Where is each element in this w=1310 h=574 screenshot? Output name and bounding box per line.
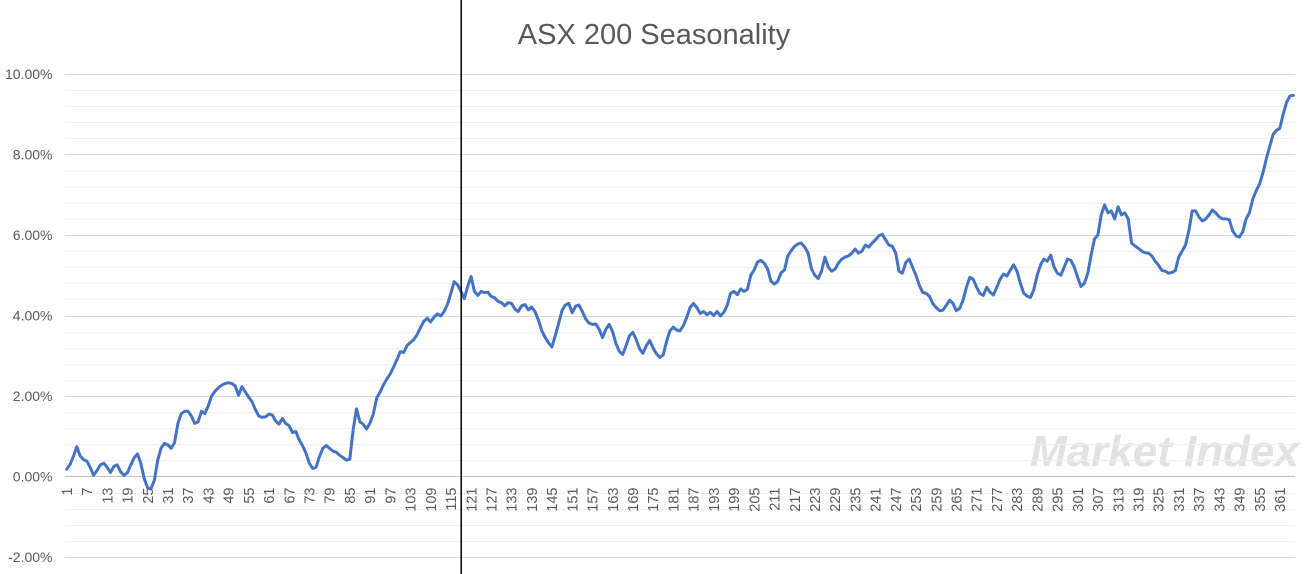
- svg-text:19: 19: [121, 488, 137, 504]
- svg-text:55: 55: [242, 488, 258, 504]
- svg-text:271: 271: [970, 488, 986, 512]
- svg-text:319: 319: [1132, 488, 1148, 512]
- svg-text:235: 235: [848, 488, 864, 512]
- svg-text:223: 223: [808, 488, 824, 512]
- svg-text:259: 259: [929, 488, 945, 512]
- svg-text:37: 37: [181, 488, 197, 504]
- svg-text:49: 49: [222, 488, 238, 504]
- svg-text:4.00%: 4.00%: [13, 308, 53, 324]
- svg-text:301: 301: [1071, 488, 1087, 512]
- svg-text:205: 205: [747, 488, 763, 512]
- svg-text:175: 175: [646, 488, 662, 512]
- svg-text:295: 295: [1051, 488, 1067, 512]
- svg-text:133: 133: [505, 488, 521, 512]
- svg-text:193: 193: [707, 488, 723, 512]
- svg-text:253: 253: [909, 488, 925, 512]
- svg-text:61: 61: [262, 488, 278, 504]
- svg-text:31: 31: [161, 488, 177, 504]
- svg-text:151: 151: [565, 488, 581, 512]
- svg-text:349: 349: [1233, 488, 1249, 512]
- svg-text:325: 325: [1152, 488, 1168, 512]
- svg-text:307: 307: [1091, 488, 1107, 512]
- svg-text:355: 355: [1253, 488, 1269, 512]
- svg-text:6.00%: 6.00%: [13, 227, 53, 243]
- svg-text:277: 277: [990, 488, 1006, 512]
- svg-text:79: 79: [323, 488, 339, 504]
- svg-text:169: 169: [626, 488, 642, 512]
- svg-text:85: 85: [343, 488, 359, 504]
- svg-text:8.00%: 8.00%: [13, 147, 53, 163]
- svg-text:361: 361: [1273, 488, 1289, 512]
- svg-text:199: 199: [727, 488, 743, 512]
- svg-text:10.00%: 10.00%: [5, 66, 52, 82]
- svg-text:115: 115: [444, 488, 460, 511]
- svg-text:337: 337: [1192, 488, 1208, 512]
- svg-text:241: 241: [869, 488, 885, 512]
- svg-text:109: 109: [424, 488, 440, 512]
- svg-text:73: 73: [303, 488, 319, 504]
- svg-text:103: 103: [404, 488, 420, 512]
- svg-text:25: 25: [141, 488, 157, 504]
- svg-text:145: 145: [545, 488, 561, 512]
- svg-text:265: 265: [950, 488, 966, 512]
- svg-text:121: 121: [464, 488, 480, 512]
- svg-text:313: 313: [1111, 488, 1127, 512]
- svg-text:-2.00%: -2.00%: [8, 549, 52, 565]
- svg-text:343: 343: [1212, 488, 1228, 512]
- svg-text:139: 139: [525, 488, 541, 512]
- svg-text:67: 67: [282, 488, 298, 504]
- svg-text:283: 283: [1010, 487, 1026, 511]
- svg-text:247: 247: [889, 488, 905, 512]
- svg-text:331: 331: [1172, 488, 1188, 512]
- svg-text:289: 289: [1030, 488, 1046, 512]
- svg-text:13: 13: [100, 488, 116, 504]
- svg-text:2.00%: 2.00%: [13, 388, 53, 404]
- svg-text:163: 163: [606, 488, 622, 512]
- svg-text:217: 217: [788, 488, 804, 512]
- svg-text:127: 127: [485, 488, 501, 512]
- svg-text:211: 211: [768, 488, 784, 511]
- svg-text:91: 91: [363, 488, 379, 504]
- svg-text:229: 229: [828, 488, 844, 512]
- svg-text:181: 181: [667, 488, 683, 512]
- svg-text:1: 1: [60, 488, 76, 496]
- svg-text:ASX 200 Seasonality: ASX 200 Seasonality: [518, 19, 791, 51]
- svg-text:7: 7: [80, 488, 96, 496]
- svg-text:Market Index: Market Index: [1030, 427, 1301, 476]
- svg-text:97: 97: [383, 488, 399, 504]
- svg-text:187: 187: [687, 488, 703, 512]
- svg-text:157: 157: [586, 488, 602, 512]
- svg-text:43: 43: [201, 488, 217, 504]
- svg-text:0.00%: 0.00%: [13, 469, 53, 485]
